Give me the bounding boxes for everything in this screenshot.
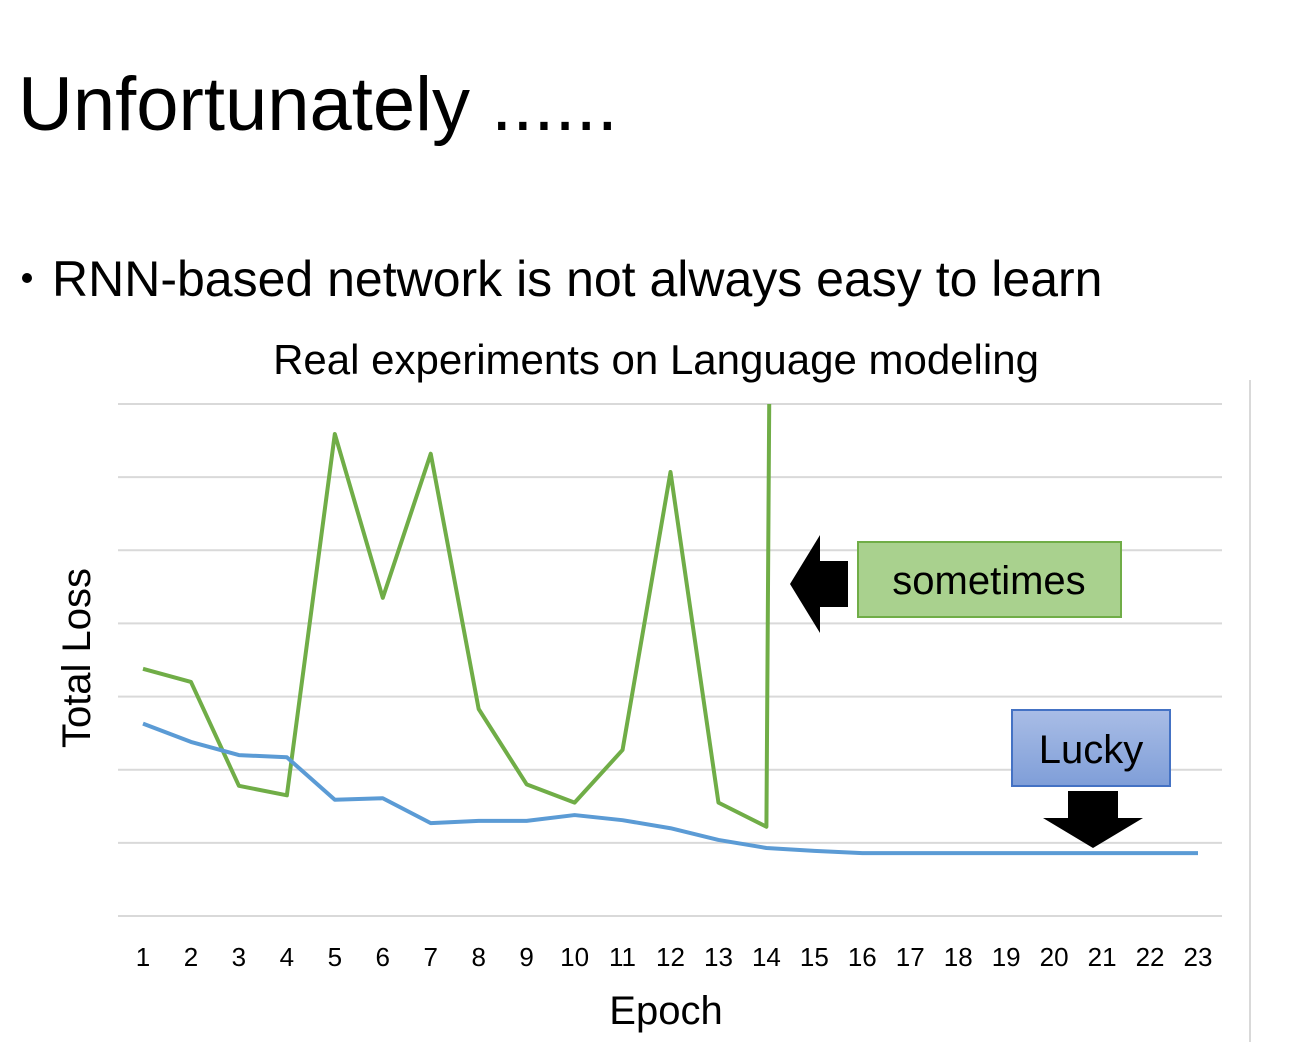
x-tick-label: 15 <box>800 942 829 972</box>
series-line <box>142 721 1198 856</box>
x-tick-label: 14 <box>752 942 781 972</box>
x-tick-label: 2 <box>184 942 198 972</box>
x-tick-label: 3 <box>232 942 246 972</box>
bullet-dot <box>22 273 32 283</box>
x-tick-label: 9 <box>519 942 533 972</box>
x-tick-label: 19 <box>992 942 1021 972</box>
x-tick-labels: 1 2 3 4 5 6 7 8 9 10 11 12 13 14 15 16 17 18 19 20 21 22 23 <box>136 942 1213 972</box>
x-tick-label: 6 <box>376 942 390 972</box>
x-tick-label: 20 <box>1040 942 1069 972</box>
bullet-text: RNN-based network is not always easy to … <box>52 251 1102 307</box>
y-axis-label: Total Loss <box>55 568 99 748</box>
x-tick-label: 7 <box>423 942 437 972</box>
x-tick-label: 21 <box>1088 942 1117 972</box>
plot-area <box>142 404 1198 856</box>
x-tick-label: 1 <box>136 942 150 972</box>
series-line <box>142 404 772 829</box>
x-tick-label: 18 <box>944 942 973 972</box>
x-tick-label: 8 <box>471 942 485 972</box>
x-tick-label: 13 <box>704 942 733 972</box>
legend-label: Lucky <box>1039 728 1144 772</box>
x-tick-label: 4 <box>280 942 294 972</box>
x-tick-label: 10 <box>560 942 589 972</box>
chart-title: Real experiments on Language modeling <box>273 336 1039 383</box>
x-axis-label: Epoch <box>609 989 722 1033</box>
legend-label: sometimes <box>892 559 1085 603</box>
slide-title: Unfortunately ...... <box>18 62 618 147</box>
arrow-left <box>790 535 848 633</box>
x-tick-label: 12 <box>656 942 685 972</box>
x-tick-label: 23 <box>1184 942 1213 972</box>
x-tick-label: 22 <box>1136 942 1165 972</box>
sometimes-box <box>857 541 1122 618</box>
x-tick-label: 17 <box>896 942 925 972</box>
x-tick-label: 5 <box>328 942 342 972</box>
x-tick-label: 16 <box>848 942 877 972</box>
arrow-down <box>1043 791 1143 848</box>
lucky-box <box>1011 709 1171 787</box>
x-tick-label: 11 <box>609 942 636 972</box>
